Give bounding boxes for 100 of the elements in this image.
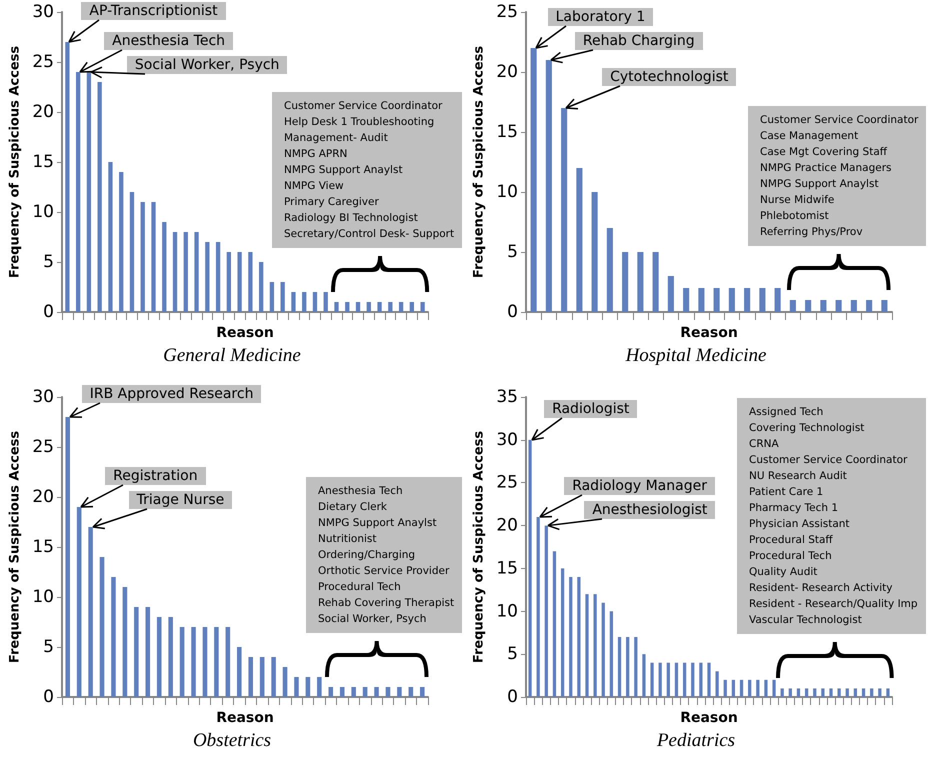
bar xyxy=(420,687,425,697)
bar xyxy=(610,611,614,697)
text: Anesthesia Tech Dietary Clerk NMPG Support Anaylst Nutritionist Ordering/Charging Orthotic Service Provider Procedural Tech Rehab Covering Therapist Social Worker, Psych xyxy=(318,485,454,625)
y-tick-label: 0 xyxy=(43,302,54,322)
bar xyxy=(65,417,70,697)
bar xyxy=(324,292,328,312)
bar xyxy=(184,232,188,312)
bar xyxy=(546,60,552,312)
bar xyxy=(134,607,139,697)
bar xyxy=(226,252,232,312)
annotation: Cytotechnologist xyxy=(602,68,736,86)
bar xyxy=(744,288,750,312)
bar xyxy=(870,688,874,697)
bar xyxy=(886,688,890,697)
bar xyxy=(756,680,760,697)
bar xyxy=(386,687,390,697)
bar xyxy=(88,527,93,697)
bar xyxy=(592,192,598,312)
y-tick-label: 15 xyxy=(496,558,518,578)
y-tick-label: 30 xyxy=(32,2,54,22)
bar xyxy=(850,300,857,312)
bar xyxy=(626,637,630,697)
annotation: Radiologist xyxy=(544,400,638,418)
bar xyxy=(594,594,597,697)
bar xyxy=(804,688,808,697)
annotation: Anesthesia Tech xyxy=(104,32,234,50)
bar xyxy=(420,302,425,312)
y-tick-label: 0 xyxy=(43,687,54,707)
bar xyxy=(280,282,285,312)
bar xyxy=(214,627,219,697)
bar xyxy=(602,602,605,697)
bar xyxy=(119,172,124,312)
annotation: Triage Nurse xyxy=(128,491,232,509)
bar xyxy=(351,687,356,697)
bar xyxy=(140,202,145,312)
y-tick-label: 10 xyxy=(496,601,518,622)
bar xyxy=(334,302,339,312)
bar xyxy=(698,288,704,312)
bar xyxy=(356,302,360,312)
bar xyxy=(362,687,368,697)
bar xyxy=(813,688,816,697)
annotation: Anesthesiologist xyxy=(584,501,716,519)
bar xyxy=(552,551,556,697)
bar xyxy=(682,662,686,697)
bar xyxy=(642,654,646,697)
bar xyxy=(172,232,178,312)
bar xyxy=(637,252,644,312)
bar xyxy=(216,242,220,312)
y-axis-title: Frequency of Suspicious Access xyxy=(7,46,22,278)
bar xyxy=(790,300,796,312)
text: Assigned Tech Covering Technologist CRNA Customer Service Coordinator NU Research Audit Patient Care 1 Pharmacy Tech 1 Physician Assistant Procedural Staff Procedural Tech Quality Audit Resident- Research Activity Resident - Research/Quality Imp Vascular Technologist xyxy=(749,406,918,626)
bar xyxy=(528,440,532,697)
y-tick-label: 30 xyxy=(32,387,54,407)
bar xyxy=(585,594,589,697)
y-tick-label: 15 xyxy=(32,537,54,557)
bar xyxy=(774,288,781,312)
bar xyxy=(772,680,776,697)
bar xyxy=(306,677,310,697)
bar xyxy=(111,577,116,697)
bar xyxy=(205,242,210,312)
bar xyxy=(397,687,402,697)
bar xyxy=(674,662,678,697)
annotation: Radiology Manager xyxy=(564,477,715,495)
bar xyxy=(716,671,719,697)
bar xyxy=(366,302,371,312)
bar xyxy=(854,688,858,697)
bar xyxy=(622,252,628,312)
bar xyxy=(162,222,166,312)
bar xyxy=(202,627,208,697)
annotation: Registration xyxy=(105,467,206,485)
y-tick-label: 25 xyxy=(496,472,518,493)
annotation: Rehab Charging xyxy=(574,32,703,50)
bar xyxy=(846,688,849,697)
annotation: Customer Service Coordinator Case Management Case Mgt Covering Staff NMPG Practice Managers NMPG Support Anaylst Nurse Midwife Phlebotomist Referring Phys/Prov xyxy=(748,106,926,246)
bar xyxy=(76,507,82,697)
bar xyxy=(530,48,537,312)
text: Obstetrics xyxy=(192,730,272,751)
bar xyxy=(98,82,102,312)
bar xyxy=(151,202,156,312)
y-tick-label: 30 xyxy=(496,430,518,450)
bar xyxy=(291,292,296,312)
bar xyxy=(260,657,264,697)
bar xyxy=(788,688,792,697)
bar xyxy=(236,647,242,697)
bar xyxy=(108,162,113,312)
bar xyxy=(829,688,833,697)
y-tick-label: 0 xyxy=(507,302,518,322)
bar xyxy=(728,288,735,312)
bar xyxy=(780,688,784,697)
bar xyxy=(724,680,727,697)
bar xyxy=(862,688,866,697)
bar xyxy=(122,587,128,697)
y-tick-label: 25 xyxy=(32,437,54,457)
bar xyxy=(398,302,404,312)
bar xyxy=(805,300,812,312)
bar xyxy=(270,282,274,312)
bar xyxy=(836,300,842,312)
bar xyxy=(194,232,199,312)
bar xyxy=(168,617,173,697)
y-axis-title: Frequency of Suspicious Access xyxy=(471,46,486,278)
